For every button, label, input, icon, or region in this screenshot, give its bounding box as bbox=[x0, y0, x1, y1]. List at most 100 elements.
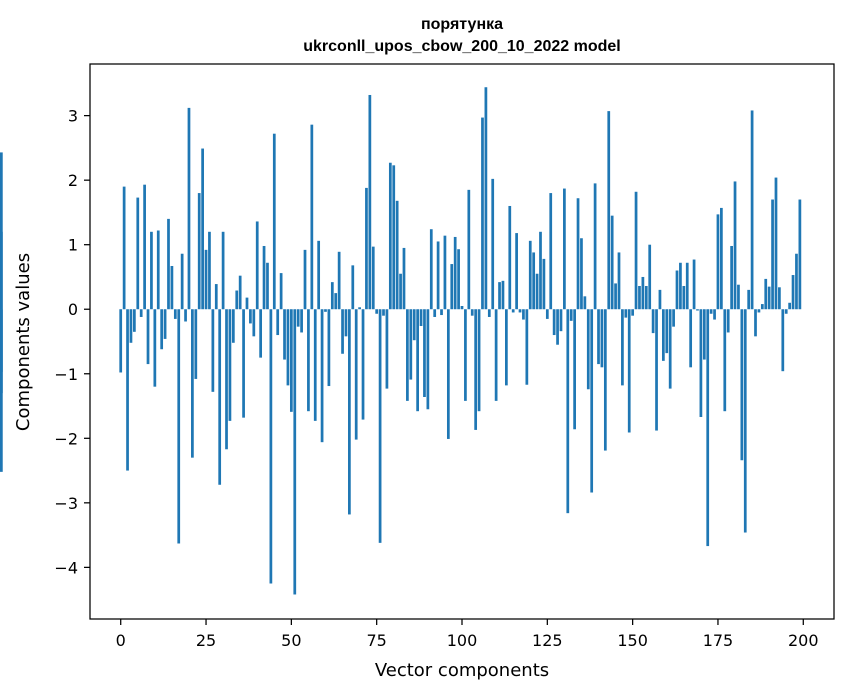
bar bbox=[508, 205, 512, 310]
bar bbox=[354, 309, 358, 440]
bar bbox=[313, 309, 317, 421]
chart-subtitle: ukrconll_upos_cbow_200_10_2022 model bbox=[303, 38, 620, 55]
bar bbox=[375, 309, 379, 314]
bar bbox=[586, 309, 590, 390]
bar bbox=[614, 283, 617, 310]
bar bbox=[610, 215, 614, 310]
bar bbox=[689, 309, 693, 368]
bar bbox=[231, 309, 235, 343]
bar bbox=[713, 309, 716, 320]
bar bbox=[303, 249, 307, 310]
bar bbox=[535, 273, 539, 310]
bar bbox=[699, 309, 703, 418]
bar bbox=[569, 309, 573, 321]
bar bbox=[661, 309, 665, 361]
bar bbox=[327, 309, 331, 387]
bar bbox=[266, 262, 269, 310]
bar bbox=[361, 309, 365, 420]
y-tick-label: −1 bbox=[54, 365, 78, 384]
bar bbox=[177, 309, 181, 544]
bar bbox=[136, 197, 140, 310]
bar bbox=[723, 309, 727, 412]
bar bbox=[740, 309, 744, 461]
bar bbox=[436, 241, 440, 310]
bar bbox=[211, 309, 215, 392]
bar bbox=[221, 231, 225, 310]
x-tick-label: 125 bbox=[532, 631, 563, 650]
bar bbox=[682, 286, 686, 310]
bar bbox=[573, 309, 576, 430]
bar bbox=[184, 309, 187, 322]
x-tick-label: 50 bbox=[281, 631, 301, 650]
bar bbox=[696, 309, 699, 311]
bar bbox=[163, 309, 167, 339]
bar bbox=[542, 258, 546, 310]
bar bbox=[330, 282, 334, 310]
bar bbox=[627, 309, 631, 433]
bar bbox=[214, 284, 218, 310]
bar bbox=[528, 240, 532, 310]
bar bbox=[173, 309, 177, 319]
bar bbox=[351, 265, 355, 310]
bar bbox=[293, 309, 297, 595]
bar bbox=[228, 309, 232, 421]
bar bbox=[467, 189, 471, 310]
y-tick-label: −4 bbox=[54, 558, 78, 577]
bar bbox=[583, 296, 587, 310]
bar bbox=[477, 309, 481, 412]
bar bbox=[197, 193, 201, 310]
bar bbox=[289, 309, 293, 412]
bar bbox=[576, 198, 580, 310]
bar bbox=[385, 309, 389, 389]
bar bbox=[501, 280, 505, 310]
bar bbox=[730, 245, 733, 310]
bar bbox=[658, 289, 662, 310]
bar bbox=[607, 111, 611, 310]
chart-title: порятунка bbox=[421, 16, 503, 33]
bar bbox=[539, 231, 542, 310]
bar bbox=[276, 309, 280, 336]
bar bbox=[153, 309, 157, 387]
bar bbox=[320, 309, 324, 443]
bar bbox=[474, 309, 478, 430]
bar bbox=[481, 117, 484, 310]
bar bbox=[760, 304, 764, 310]
x-tick-label: 175 bbox=[703, 631, 734, 650]
bar bbox=[252, 309, 256, 337]
bar bbox=[726, 309, 730, 333]
bar bbox=[156, 230, 160, 310]
bar bbox=[225, 309, 228, 450]
bar bbox=[532, 252, 536, 310]
bar bbox=[262, 245, 266, 310]
bar bbox=[406, 309, 409, 401]
bar bbox=[450, 264, 454, 310]
bar bbox=[242, 309, 245, 418]
bar bbox=[545, 309, 549, 319]
bar bbox=[317, 240, 321, 310]
y-axis-label: Components values bbox=[13, 253, 34, 431]
y-tick-label: 1 bbox=[68, 236, 78, 255]
bar bbox=[706, 309, 710, 547]
bar bbox=[160, 309, 164, 350]
bar bbox=[778, 287, 781, 310]
bar bbox=[150, 231, 153, 310]
bar bbox=[470, 309, 474, 316]
bar bbox=[675, 270, 679, 310]
bar bbox=[651, 309, 655, 334]
bar bbox=[371, 246, 375, 310]
bar bbox=[747, 289, 751, 310]
bars-group bbox=[0, 87, 802, 595]
bar bbox=[781, 309, 785, 372]
bar bbox=[409, 309, 413, 380]
bar bbox=[426, 309, 430, 410]
bar bbox=[788, 302, 791, 310]
x-tick-label: 75 bbox=[366, 631, 386, 650]
bar bbox=[310, 124, 314, 310]
bar bbox=[716, 214, 720, 310]
bar bbox=[191, 309, 194, 458]
bar bbox=[549, 193, 553, 310]
bar bbox=[457, 249, 460, 310]
bar bbox=[146, 309, 150, 365]
bar bbox=[648, 244, 652, 310]
